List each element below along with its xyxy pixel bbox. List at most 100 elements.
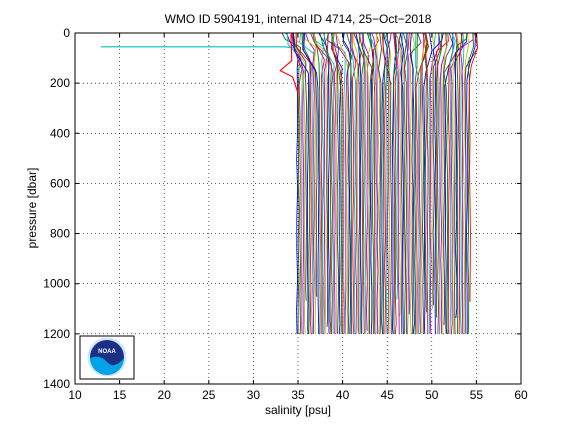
profile-line-62 <box>385 33 392 334</box>
profile-line-7 <box>292 33 308 301</box>
noaa-logo: NOAA <box>79 335 135 380</box>
profile-line-36 <box>342 33 352 334</box>
profile-line-103 <box>450 33 459 334</box>
x-tick-label-40: 40 <box>336 388 350 402</box>
profile-line-80 <box>415 33 427 334</box>
profile-line-30 <box>332 33 342 334</box>
profile-line-105 <box>453 33 464 334</box>
profile-line-8 <box>292 33 310 334</box>
profile-line-35 <box>342 33 353 334</box>
y-tick-label-200: 200 <box>50 76 70 90</box>
profile-line-47 <box>362 33 370 331</box>
profile-line-115 <box>468 33 479 302</box>
profile-line-59 <box>382 33 388 334</box>
profile-line-13 <box>302 33 317 335</box>
profile-line-23 <box>319 33 332 334</box>
profile-line-12 <box>305 33 315 334</box>
profile-line-2 <box>281 33 302 335</box>
x-tick-label-15: 15 <box>113 388 127 402</box>
profile-line-97 <box>441 33 449 334</box>
x-tick-label-20: 20 <box>158 388 172 402</box>
profile-line-86 <box>424 33 428 313</box>
profile-line-102 <box>449 33 456 334</box>
profile-line-85 <box>423 33 433 334</box>
profile-line-24 <box>326 33 334 334</box>
x-tick-label-35: 35 <box>291 388 305 402</box>
profile-line-92 <box>432 33 444 334</box>
profile-line-61 <box>387 33 392 334</box>
profile-line-31 <box>331 33 344 334</box>
y-axis-label: pressure [dbar] <box>25 168 39 249</box>
x-tick-label-10: 10 <box>68 388 82 402</box>
profile-line-110 <box>459 33 474 334</box>
profile-line-99 <box>444 33 454 334</box>
profile-line-70 <box>398 33 403 334</box>
y-tick-label-400: 400 <box>50 126 70 140</box>
x-tick-label-55: 55 <box>470 388 484 402</box>
outlier-profile-1 <box>100 46 294 49</box>
profile-line-60 <box>383 33 388 334</box>
profile-line-38 <box>351 33 357 334</box>
x-tick-label-25: 25 <box>202 388 216 402</box>
profile-line-113 <box>466 33 476 334</box>
profile-line-91 <box>432 33 442 306</box>
profile-line-77 <box>409 33 422 334</box>
profile-line-34 <box>335 33 349 334</box>
profile-line-108 <box>458 33 463 334</box>
profile-line-83 <box>420 33 427 334</box>
profile-line-20 <box>313 33 330 334</box>
profile-line-112 <box>464 33 478 334</box>
outlier-profile-2 <box>279 34 299 94</box>
profile-line-22 <box>318 33 330 334</box>
profile-line-67 <box>393 33 403 300</box>
profile-line-15 <box>303 33 320 334</box>
profile-line-109 <box>460 33 465 334</box>
profile-line-29 <box>331 33 343 334</box>
profile-line-84 <box>421 33 429 334</box>
profile-line-33 <box>335 33 350 334</box>
profile-line-98 <box>443 33 454 326</box>
y-tick-label-1400: 1400 <box>43 377 70 391</box>
noaa-logo-text: NOAA <box>98 349 116 355</box>
profile-line-71 <box>400 33 405 334</box>
profile-line-114 <box>467 33 475 334</box>
profile-line-101 <box>447 33 460 334</box>
profile-line-72 <box>402 33 407 334</box>
profile-line-55 <box>376 33 381 334</box>
profile-line-78 <box>409 33 415 334</box>
profile-line-56 <box>378 33 382 334</box>
profile-line-39 <box>350 33 357 334</box>
y-tick-label-1000: 1000 <box>43 277 70 291</box>
profile-line-49 <box>361 33 373 334</box>
profile-line-32 <box>332 33 346 334</box>
x-tick-label-60: 60 <box>514 388 528 402</box>
profile-line-46 <box>361 33 367 334</box>
profile-line-52 <box>372 33 379 334</box>
profile-line-111 <box>462 33 469 334</box>
x-tick-label-50: 50 <box>425 388 439 402</box>
profile-line-90 <box>431 33 435 309</box>
axis-ticks: 10 15 20 25 30 35 40 45 50 55 60020040060080010001… <box>43 26 528 402</box>
profile-line-79 <box>414 33 418 334</box>
profile-line-21 <box>323 33 330 327</box>
profile-line-100 <box>443 33 458 334</box>
profile-line-94 <box>435 33 449 334</box>
profile-line-73 <box>404 33 410 334</box>
profile-line-28 <box>326 33 340 334</box>
profile-line-87 <box>425 33 429 334</box>
y-tick-label-0: 0 <box>63 26 70 40</box>
profile-line-16 <box>310 33 321 335</box>
profile-line-14 <box>302 33 318 297</box>
profile-line-54 <box>371 33 379 334</box>
profile-line-64 <box>391 33 397 334</box>
profile-line-106 <box>454 33 468 319</box>
profile-line-107 <box>456 33 468 334</box>
x-tick-label-45: 45 <box>381 388 395 402</box>
profile-line-96 <box>440 33 448 334</box>
y-tick-label-1200: 1200 <box>43 327 70 341</box>
profile-line-41 <box>353 33 359 333</box>
y-tick-label-800: 800 <box>50 227 70 241</box>
profile-line-48 <box>366 33 372 334</box>
